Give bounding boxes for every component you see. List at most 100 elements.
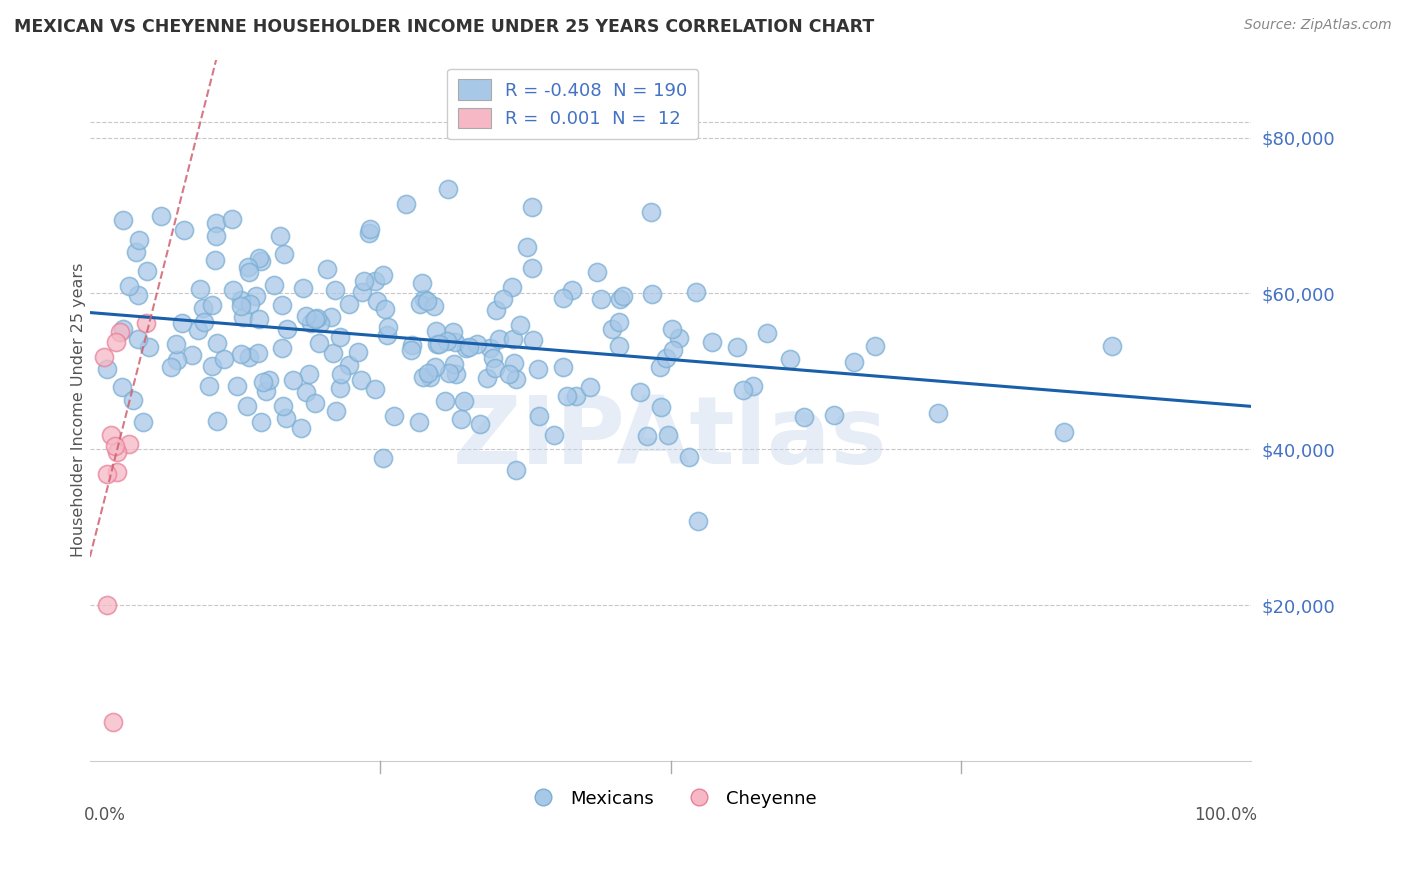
Point <box>685 285 707 299</box>
Point <box>103 439 125 453</box>
Point <box>505 463 527 477</box>
Point <box>543 427 565 442</box>
Point <box>107 444 129 458</box>
Point <box>125 244 148 259</box>
Point <box>441 325 464 339</box>
Point <box>96 598 118 612</box>
Point <box>366 293 388 308</box>
Point <box>271 341 294 355</box>
Text: ZIPAtlas: ZIPAtlas <box>453 392 889 484</box>
Point <box>359 222 381 236</box>
Point <box>204 253 226 268</box>
Point <box>662 343 685 357</box>
Point <box>527 409 550 423</box>
Point <box>247 312 270 326</box>
Point <box>443 334 465 349</box>
Point <box>290 421 312 435</box>
Point <box>423 299 446 313</box>
Point <box>443 357 465 371</box>
Point <box>247 345 270 359</box>
Point <box>250 254 273 268</box>
Point <box>232 310 254 324</box>
Point <box>409 297 432 311</box>
Point <box>329 381 352 395</box>
Point <box>252 376 274 390</box>
Point <box>127 332 149 346</box>
Point <box>725 341 748 355</box>
Point <box>498 368 520 382</box>
Point <box>637 429 659 443</box>
Point <box>485 303 508 318</box>
Point <box>273 399 295 413</box>
Text: Source: ZipAtlas.com: Source: ZipAtlas.com <box>1244 18 1392 32</box>
Point <box>607 339 630 353</box>
Point <box>93 351 115 365</box>
Point <box>238 296 260 310</box>
Point <box>236 399 259 413</box>
Text: MEXICAN VS CHEYENNE HOUSEHOLDER INCOME UNDER 25 YEARS CORRELATION CHART: MEXICAN VS CHEYENNE HOUSEHOLDER INCOME U… <box>14 18 875 36</box>
Point <box>319 310 342 324</box>
Point <box>149 210 172 224</box>
Point <box>110 325 132 339</box>
Point <box>118 278 141 293</box>
Point <box>555 389 578 403</box>
Point <box>276 322 298 336</box>
Point <box>527 362 550 376</box>
Point <box>181 348 204 362</box>
Point <box>488 332 510 346</box>
Point <box>401 338 423 352</box>
Point <box>564 389 586 403</box>
Point <box>193 316 215 330</box>
Point <box>482 351 505 365</box>
Point <box>353 274 375 288</box>
Point <box>434 394 457 409</box>
Point <box>661 322 683 336</box>
Point <box>375 328 398 343</box>
Point <box>305 311 328 326</box>
Point <box>308 335 330 350</box>
Point <box>657 427 679 442</box>
Point <box>399 343 422 357</box>
Point <box>927 406 949 420</box>
Point <box>412 370 434 384</box>
Point <box>165 337 187 351</box>
Point <box>793 410 815 425</box>
Point <box>641 287 664 301</box>
Point <box>491 292 513 306</box>
Point <box>458 340 481 354</box>
Point <box>484 361 506 376</box>
Point <box>470 417 492 431</box>
Point <box>416 293 439 308</box>
Point <box>579 379 602 393</box>
Point <box>516 240 538 254</box>
Point <box>245 289 267 303</box>
Point <box>686 514 709 528</box>
Point <box>214 351 236 366</box>
Point <box>231 347 253 361</box>
Point <box>700 335 723 350</box>
Point <box>416 366 439 380</box>
Point <box>640 205 662 219</box>
Point <box>201 297 224 311</box>
Point <box>478 342 501 356</box>
Point <box>439 366 461 380</box>
Point <box>427 336 450 351</box>
Point <box>502 332 524 346</box>
Point <box>359 226 381 240</box>
Point <box>339 358 361 372</box>
Point <box>304 311 326 326</box>
Point <box>323 283 346 297</box>
Legend: Mexicans, Cheyenne: Mexicans, Cheyenne <box>517 782 824 815</box>
Point <box>118 437 141 451</box>
Point <box>436 334 458 348</box>
Point <box>205 229 228 244</box>
Point <box>132 415 155 429</box>
Point <box>863 339 886 353</box>
Point <box>170 316 193 330</box>
Point <box>269 229 291 244</box>
Point <box>274 411 297 425</box>
Point <box>1101 338 1123 352</box>
Point <box>382 409 405 424</box>
Point <box>295 310 318 324</box>
Point <box>437 182 460 196</box>
